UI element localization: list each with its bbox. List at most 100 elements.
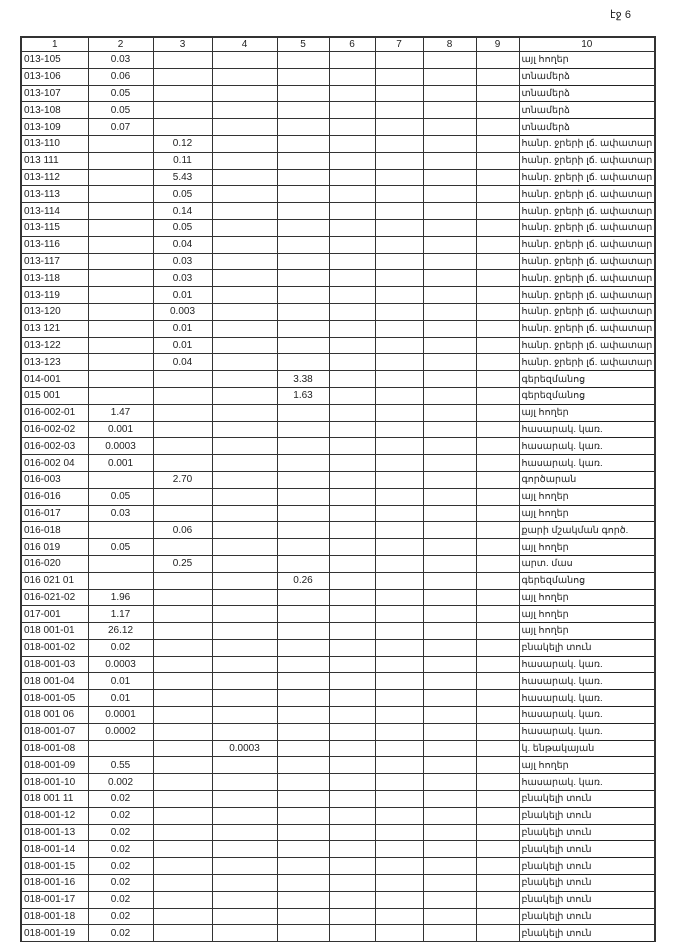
cell-col-4 xyxy=(211,722,278,741)
cell-col-9 xyxy=(475,252,520,271)
cell-col-1: 018-001-12 xyxy=(20,806,89,825)
table-row: 018-001-09 0.55 այլ հողեր xyxy=(20,756,656,775)
cell-col-6 xyxy=(328,722,376,741)
cell-col-8 xyxy=(422,252,477,271)
cell-col-7 xyxy=(374,790,424,808)
cell-col-8 xyxy=(422,84,477,103)
cell-col-9 xyxy=(475,487,520,506)
cell-col-5 xyxy=(276,588,330,607)
cell-col-7 xyxy=(374,605,424,624)
cell-col-10: այլ հողեր xyxy=(518,403,656,422)
cell-col-1: 013-105 xyxy=(20,51,89,69)
cell-col-4 xyxy=(211,168,278,187)
cell-col-9 xyxy=(475,336,520,355)
table-row: 013 121 0.01 հանր. ջրերի լճ. ափատար xyxy=(20,319,656,338)
table-row: 018-001-03 0.0003 հասարակ. կառ. xyxy=(20,655,656,674)
cell-col-9 xyxy=(475,554,520,573)
cell-col-3: 0.05 xyxy=(152,218,213,237)
cell-col-1: 013-115 xyxy=(20,218,89,237)
cell-col-2 xyxy=(87,302,154,321)
cell-col-9 xyxy=(475,504,520,523)
cell-col-1: 018-001-05 xyxy=(20,689,89,708)
cell-col-2: 0.06 xyxy=(87,67,154,86)
cell-col-6 xyxy=(328,806,376,825)
cell-col-3 xyxy=(152,790,213,808)
table-row: 017-001 1.17 այլ հողեր xyxy=(20,605,656,624)
cell-col-2 xyxy=(87,470,154,489)
cell-col-5 xyxy=(276,218,330,237)
cell-col-8 xyxy=(422,773,477,792)
cell-col-7 xyxy=(374,907,424,926)
cell-col-3: 2.70 xyxy=(152,470,213,489)
cell-col-5 xyxy=(276,353,330,372)
cell-col-2: 0.02 xyxy=(87,638,154,657)
cell-col-5 xyxy=(276,252,330,271)
cell-col-3 xyxy=(152,504,213,523)
cell-col-10: հանր. ջրերի լճ. ափատար xyxy=(518,336,656,355)
cell-col-6 xyxy=(328,924,376,943)
cell-col-1: 016-002-02 xyxy=(20,420,89,439)
cell-col-3 xyxy=(152,756,213,775)
cell-col-7 xyxy=(374,67,424,86)
cell-col-8 xyxy=(422,487,477,506)
cell-col-4 xyxy=(211,689,278,708)
table-row: 013-107 0.05 տնամերձ xyxy=(20,84,656,103)
cell-col-9 xyxy=(475,823,520,842)
cell-col-7 xyxy=(374,874,424,892)
table-row: 018 001 06 0.0001 հասարակ. կառ. xyxy=(20,706,656,724)
cell-col-4 xyxy=(211,638,278,657)
cell-col-6 xyxy=(328,319,376,338)
cell-col-8 xyxy=(422,554,477,573)
cell-col-9 xyxy=(475,538,520,556)
cell-col-1: 016-003 xyxy=(20,470,89,489)
cell-col-7 xyxy=(374,554,424,573)
cell-col-10: բնակելի տուն xyxy=(518,907,656,926)
table-row: 016-003 2.70 գործարան xyxy=(20,470,656,489)
table-row: 013-123 0.04 հանր. ջրերի լճ. ափատար xyxy=(20,353,656,372)
cell-col-6 xyxy=(328,521,376,540)
cell-col-4: 0.0003 xyxy=(211,739,278,758)
cell-col-4 xyxy=(211,756,278,775)
cell-col-7 xyxy=(374,269,424,288)
cell-col-7 xyxy=(374,504,424,523)
table-row: 013-118 0.03 հանր. ջրերի լճ. ափատար xyxy=(20,269,656,288)
table-row: 018-001-10 0.002 հասարակ. կառ. xyxy=(20,773,656,792)
table-row: 018-001-19 0.02 բնակելի տուն xyxy=(20,924,656,943)
cell-col-7 xyxy=(374,756,424,775)
cell-col-9 xyxy=(475,319,520,338)
cell-col-10: գործարան xyxy=(518,470,656,489)
cell-col-9 xyxy=(475,521,520,540)
cell-col-3: 0.01 xyxy=(152,319,213,338)
cell-col-8 xyxy=(422,101,477,120)
cell-col-8 xyxy=(422,571,477,590)
cell-col-5 xyxy=(276,504,330,523)
column-header-5: 5 xyxy=(276,36,330,52)
cell-col-3: 0.03 xyxy=(152,269,213,288)
cell-col-10: տնամերձ xyxy=(518,84,656,103)
cell-col-5 xyxy=(276,874,330,892)
cell-col-4 xyxy=(211,286,278,304)
cell-col-5 xyxy=(276,134,330,153)
cell-col-9 xyxy=(475,51,520,69)
cell-col-5 xyxy=(276,722,330,741)
column-header-7: 7 xyxy=(374,36,424,52)
cell-col-4 xyxy=(211,437,278,456)
cell-col-5 xyxy=(276,773,330,792)
cell-col-3 xyxy=(152,773,213,792)
cell-col-2: 0.55 xyxy=(87,756,154,775)
cell-col-9 xyxy=(475,353,520,372)
column-header-8: 8 xyxy=(422,36,477,52)
cell-col-3 xyxy=(152,874,213,892)
cell-col-5 xyxy=(276,319,330,338)
table-row: 018 001 11 0.02 բնակելի տուն xyxy=(20,790,656,808)
cell-col-4 xyxy=(211,218,278,237)
cell-col-9 xyxy=(475,437,520,456)
table-row: 013-109 0.07 տնամերձ xyxy=(20,118,656,136)
cell-col-2: 0.0003 xyxy=(87,437,154,456)
cell-col-3 xyxy=(152,689,213,708)
cell-col-1: 013-107 xyxy=(20,84,89,103)
cell-col-2: 0.02 xyxy=(87,840,154,859)
cell-col-2: 0.01 xyxy=(87,689,154,708)
cell-col-7 xyxy=(374,420,424,439)
cell-col-1: 013-112 xyxy=(20,168,89,187)
